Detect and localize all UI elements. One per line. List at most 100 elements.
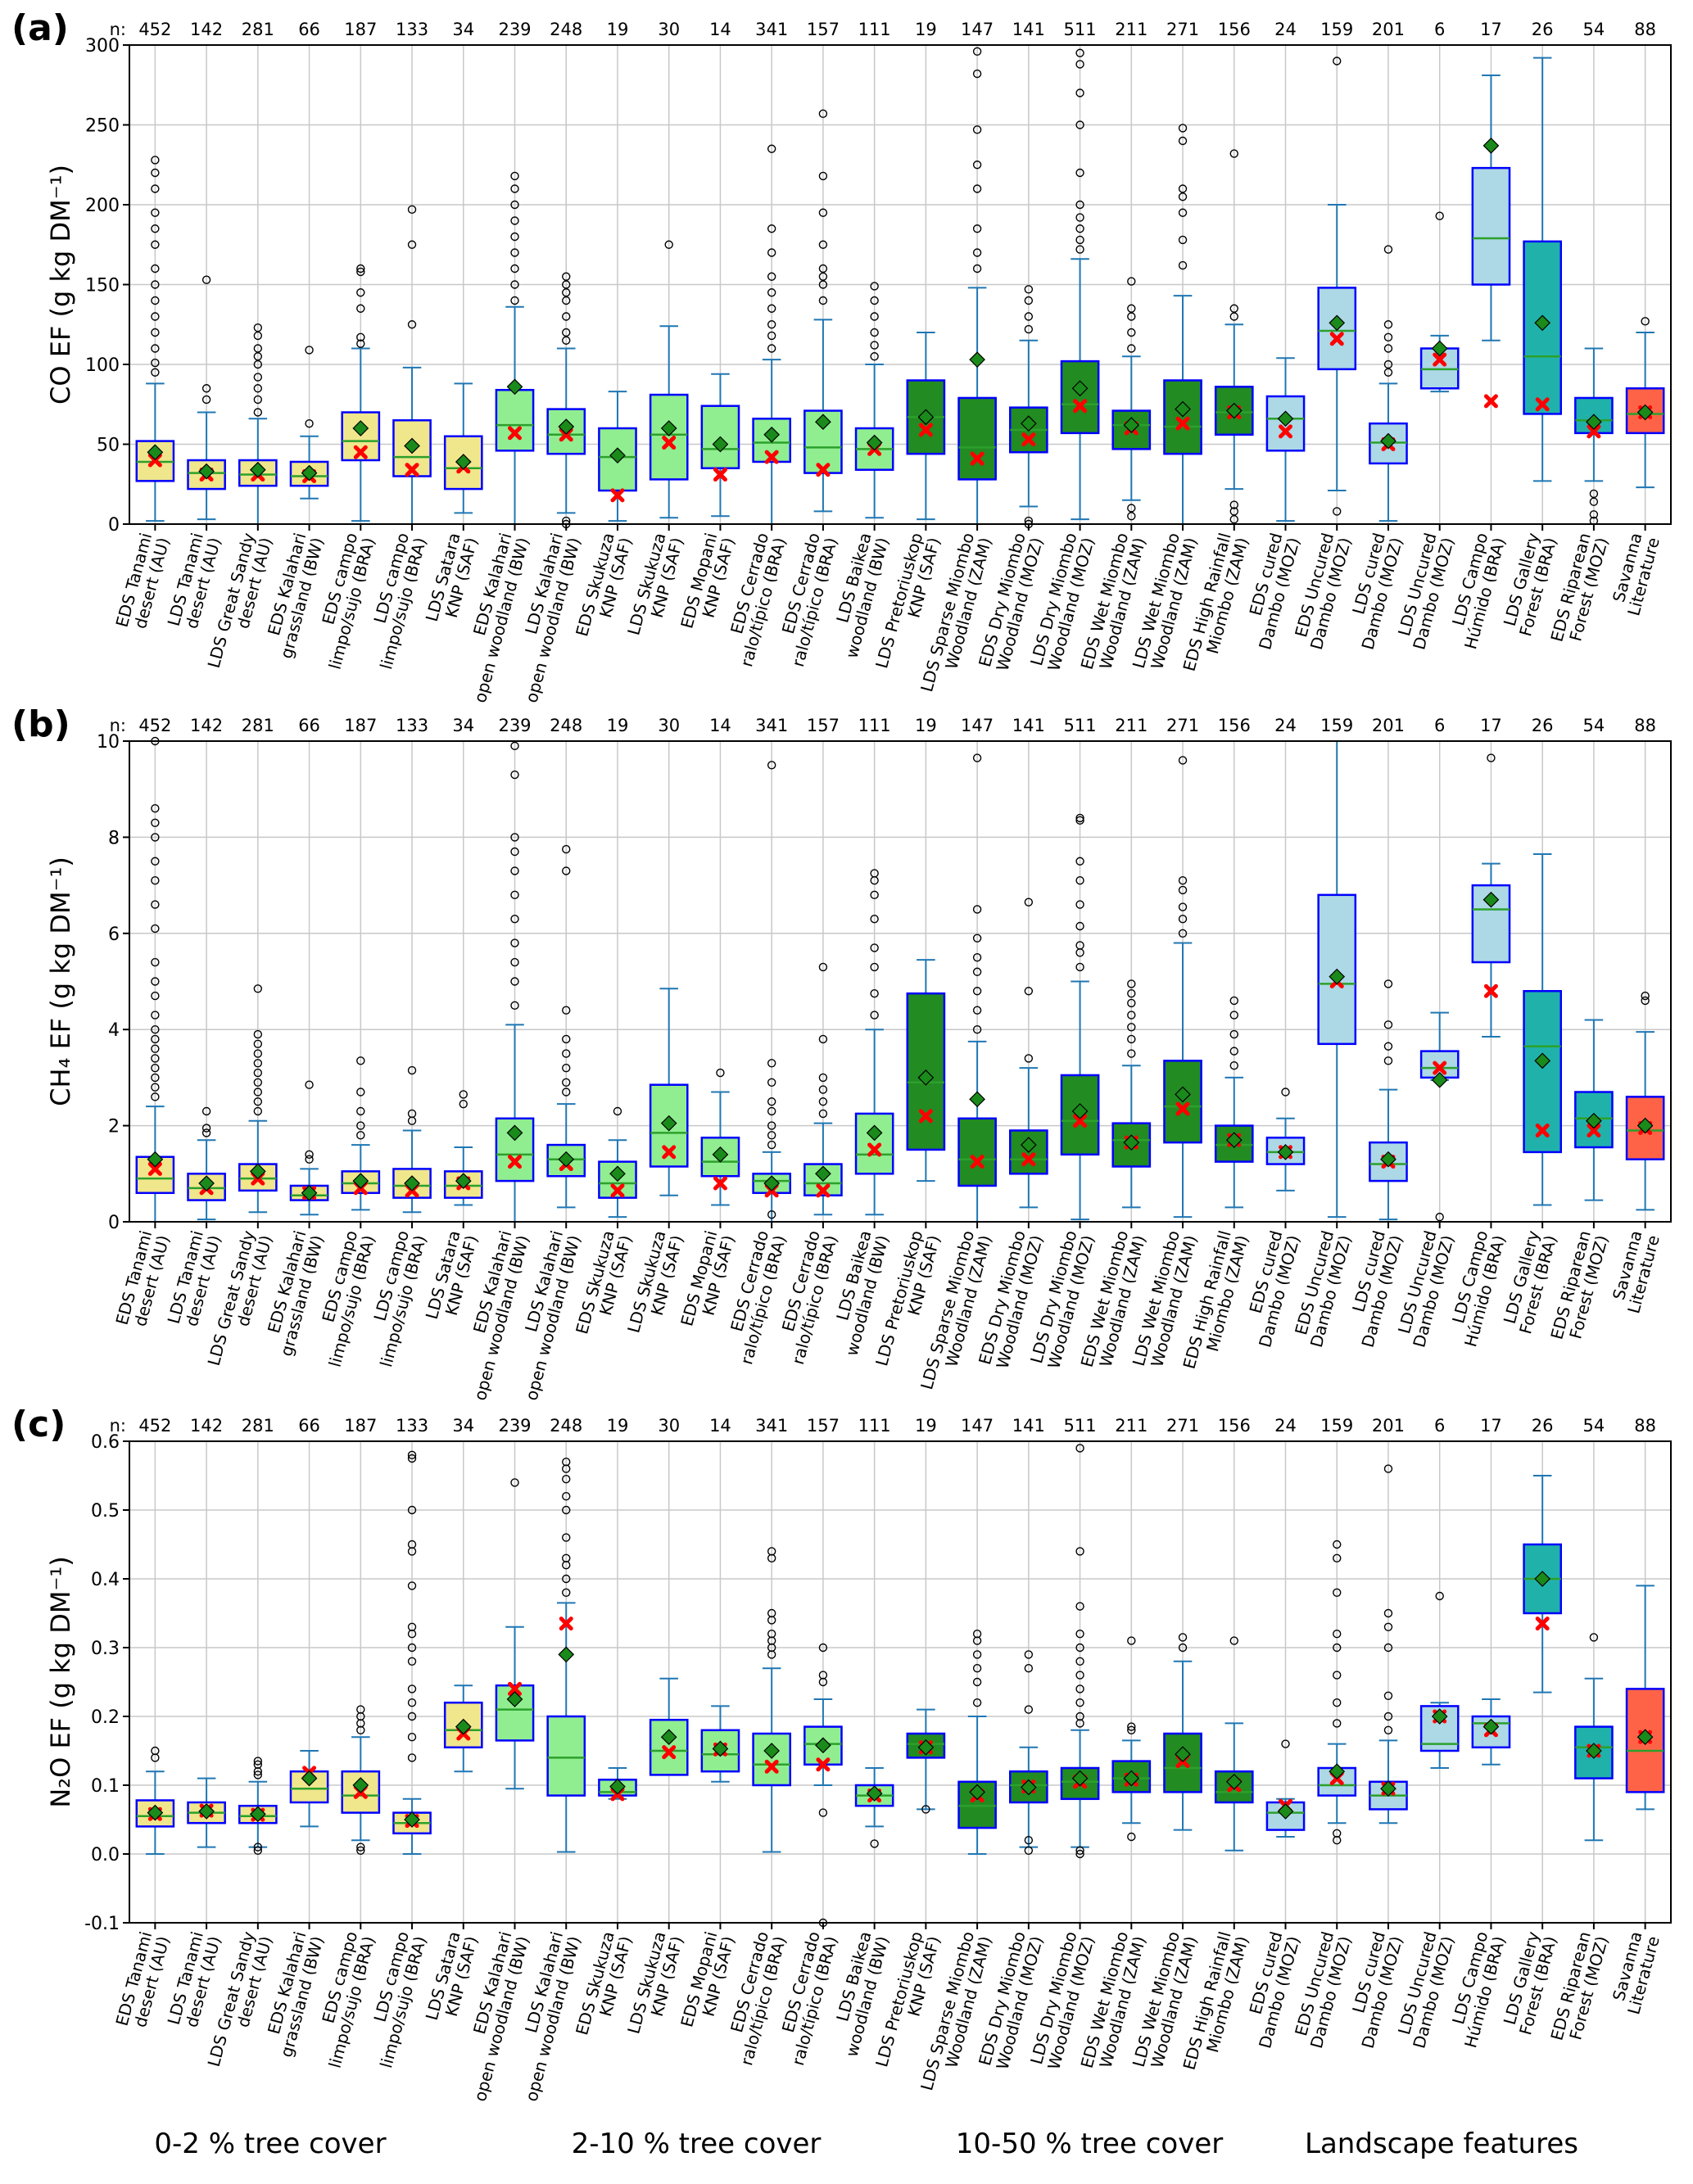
outlier-point: [305, 1080, 314, 1089]
outlier-point: [356, 339, 365, 348]
mean-diamond: [1586, 1112, 1602, 1129]
outlier-point: [253, 1757, 263, 1766]
sample-size-label: 24: [1274, 1416, 1297, 1436]
outlier-point: [767, 320, 776, 329]
red-x-marker: [918, 423, 933, 437]
outlier-point: [510, 280, 519, 289]
outlier-point: [151, 312, 160, 321]
box-16: [906, 959, 946, 1182]
y-tick-label: 0: [108, 1213, 120, 1233]
mean-diamond: [147, 1151, 164, 1168]
outlier-point: [1333, 1698, 1342, 1707]
outlier-point: [1024, 312, 1034, 321]
panel-letter: (c): [11, 1404, 66, 1445]
mean-diamond: [1277, 1144, 1294, 1160]
box-12: [700, 1705, 740, 1783]
outlier-point: [972, 1024, 982, 1034]
box-12: [700, 1068, 740, 1206]
outlier-point: [1589, 1633, 1599, 1642]
mean-diamond: [1329, 314, 1346, 332]
outlier-point: [870, 869, 879, 878]
outlier-point: [1333, 1719, 1342, 1728]
outlier-point: [1383, 979, 1393, 988]
outlier-point: [510, 938, 519, 947]
outlier-point: [151, 240, 160, 249]
mean-diamond: [763, 1743, 781, 1759]
iqr-box: [649, 393, 689, 481]
mean-diamond: [660, 1115, 677, 1132]
outlier-point: [1024, 987, 1034, 996]
box-9: [546, 844, 586, 1209]
box-8: [495, 171, 535, 525]
red-x-marker: [508, 426, 522, 441]
outlier-point: [151, 1011, 160, 1020]
mean-diamond: [147, 1804, 164, 1821]
box-11: [649, 1677, 689, 1776]
box-21: [1163, 756, 1202, 1219]
outlier-point: [562, 1006, 571, 1015]
outlier-point: [1075, 245, 1084, 254]
mean-diamond: [404, 1175, 420, 1191]
box-18: [1008, 285, 1048, 529]
sample-size-label: 34: [452, 20, 474, 39]
sample-size-label: 19: [607, 716, 629, 735]
red-x-marker: [1279, 424, 1292, 439]
mean-diamond: [1225, 1773, 1243, 1790]
mean-diamond: [1431, 1071, 1448, 1088]
outlier-point: [407, 1622, 417, 1632]
outlier-point: [201, 275, 211, 284]
outlier-point: [767, 248, 776, 257]
outlier-point: [151, 296, 160, 305]
sample-size-prefix: n:: [110, 20, 126, 39]
box-26: [1419, 211, 1460, 393]
sample-size-label: 159: [1320, 1416, 1353, 1436]
outlier-point: [459, 1099, 468, 1109]
outlier-point: [870, 296, 879, 305]
sample-size-label: 142: [190, 716, 223, 735]
red-x-marker: [662, 436, 677, 450]
mean-diamond: [1636, 1117, 1654, 1134]
red-x-marker: [764, 1759, 779, 1774]
box-23: [1265, 357, 1306, 522]
box-21: [1163, 124, 1202, 525]
sample-size-label: 54: [1583, 1416, 1605, 1436]
iqr-box: [957, 396, 997, 481]
sample-size-label: 281: [242, 20, 274, 39]
outlier-point: [1075, 1547, 1084, 1556]
sample-size-label: 141: [1012, 716, 1045, 735]
box-27: [1471, 753, 1511, 1038]
mean-diamond: [1380, 1151, 1396, 1168]
outlier-point: [510, 890, 519, 900]
outlier-point: [1178, 184, 1188, 193]
outlier-point: [767, 1121, 776, 1130]
outlier-point: [151, 344, 160, 353]
outlier-point: [1075, 1698, 1084, 1707]
outlier-point: [510, 184, 519, 193]
sample-size-label: 142: [190, 1416, 223, 1436]
outlier-point: [1383, 320, 1393, 329]
outlier-point: [1383, 1042, 1393, 1051]
y-tick-label: 0.0: [91, 1845, 120, 1865]
iqr-box: [649, 1718, 689, 1776]
mean-diamond: [1483, 891, 1500, 908]
outlier-point: [1024, 1846, 1034, 1856]
mean-diamond: [249, 1806, 266, 1823]
sample-size-label: 34: [452, 716, 474, 735]
outlier-point: [818, 1808, 828, 1817]
outlier-point: [1075, 1444, 1084, 1453]
mean-diamond: [558, 418, 575, 435]
outlier-point: [818, 280, 828, 289]
box-14: [803, 109, 843, 513]
y-axis-label: CO EF (g kg DM⁻¹): [45, 165, 76, 405]
sample-size-label: 452: [138, 1416, 171, 1436]
box-20: [1111, 1636, 1152, 1842]
red-x-marker: [405, 463, 419, 477]
sample-size-label: 452: [138, 716, 171, 735]
outlier-point: [305, 418, 314, 428]
outlier-point: [818, 240, 828, 249]
outlier-point: [1641, 991, 1650, 1001]
